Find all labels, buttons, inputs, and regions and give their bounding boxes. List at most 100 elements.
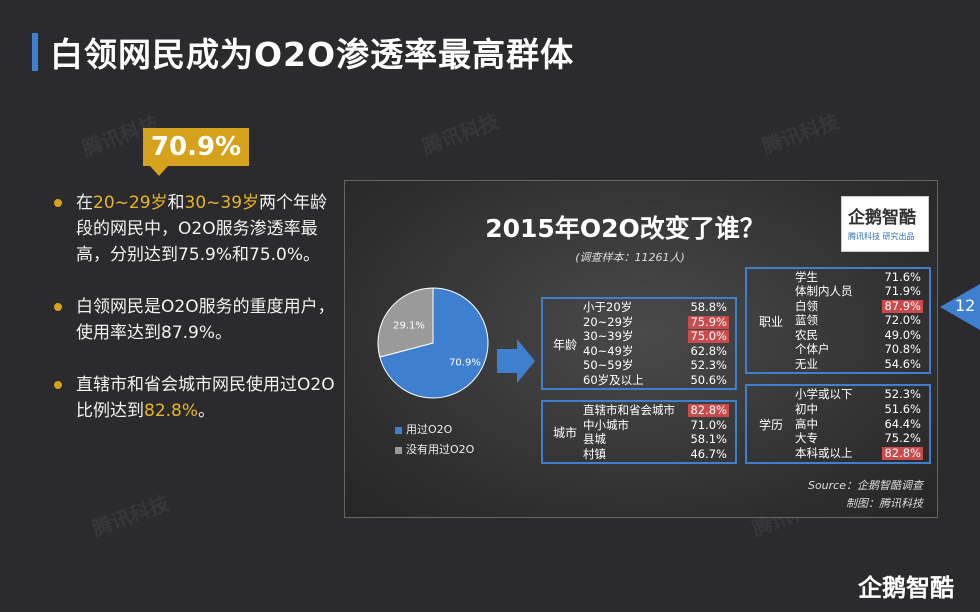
- bullet-item: 在20~29岁和30~39岁两个年龄段的网民中，O2O服务渗透率最高，分别达到7…: [52, 190, 342, 268]
- row-value: 62.8%: [690, 343, 727, 358]
- table-row: 县城 58.1%: [583, 433, 729, 446]
- row-value: 52.3%: [884, 387, 921, 401]
- category-label: 职业: [759, 314, 784, 329]
- title-accent-bar: [32, 33, 38, 71]
- category-table: 学历 小学或以下 52.3% 初中 51.6% 高中 64.4% 大专 75.2% 本科或以上 82…: [745, 384, 931, 464]
- row-value: 54.6%: [884, 356, 921, 371]
- row-label: 本科或以上: [795, 446, 853, 461]
- row-value: 58.8%: [690, 300, 727, 314]
- legend-item: 用过O2O: [395, 421, 452, 437]
- logo-subtext: 腾讯科技 研究出品: [848, 232, 915, 241]
- row-value: 75.2%: [884, 431, 921, 446]
- row-value: 82.8%: [688, 403, 729, 417]
- row-label: 无业: [795, 356, 818, 371]
- category-label: 学历: [759, 418, 784, 432]
- chart-panel: 2015年O2O改变了谁？ (调查样本：11261人) 企鹅智酷 腾讯科技 研究…: [344, 180, 938, 518]
- row-label: 初中: [795, 401, 818, 416]
- row-value: 50.6%: [690, 372, 727, 387]
- row-value: 49.0%: [884, 327, 921, 342]
- row-label: 小于20岁: [583, 300, 633, 314]
- table-row: 中小城市 71.0%: [583, 417, 729, 432]
- bullet-dot-icon: [54, 199, 62, 207]
- row-label: 蓝领: [795, 313, 818, 328]
- table-row: 个体户 70.8%: [795, 343, 923, 356]
- category-label: 年龄: [553, 337, 578, 352]
- table-row: 无业 54.6%: [795, 356, 923, 371]
- table-row: 蓝领 72.0%: [795, 314, 923, 327]
- table-row: 小学或以下 52.3%: [795, 388, 923, 401]
- page-number: 12: [955, 296, 976, 315]
- badge-pointer: [150, 166, 168, 176]
- row-label: 直辖市和省会城市: [583, 403, 675, 417]
- bullet-dot-icon: [54, 381, 62, 389]
- row-label: 60岁及以上: [583, 372, 644, 387]
- row-value: 70.8%: [884, 342, 921, 357]
- row-label: 村镇: [583, 446, 606, 461]
- table-row: 40~49岁 62.8%: [583, 343, 729, 358]
- row-value: 71.9%: [884, 284, 921, 299]
- legend-label: 没有用过O2O: [406, 443, 475, 456]
- legend-swatch: [395, 446, 402, 454]
- pie-slice-label: 29.1%: [393, 321, 425, 332]
- row-label: 40~49岁: [583, 343, 634, 358]
- category-table: 城市 直辖市和省会城市 82.8% 中小城市 71.0% 县城 58.1% 村镇 46.7%: [541, 400, 737, 464]
- table-row: 体制内人员 71.9%: [795, 285, 923, 298]
- pie-slice: [379, 287, 489, 399]
- bullet-item: 直辖市和省会城市网民使用过O2O比例达到82.8%。: [52, 372, 342, 424]
- row-label: 小学或以下: [795, 387, 853, 401]
- table-row: 白领 87.9%: [795, 298, 923, 313]
- table-row: 农民 49.0%: [795, 327, 923, 342]
- brand-logo-card: 企鹅智酷 腾讯科技 研究出品: [841, 196, 929, 252]
- category-label: 城市: [553, 426, 578, 440]
- row-label: 30~39岁: [583, 329, 634, 343]
- row-value: 51.6%: [884, 401, 921, 416]
- row-label: 白领: [795, 298, 818, 313]
- source-note: Source：企鹅智酷调查: [807, 479, 923, 492]
- watermark: 腾讯科技: [758, 108, 843, 159]
- row-label: 县城: [583, 432, 606, 446]
- row-value: 75.9%: [688, 314, 729, 329]
- logo-text: 企鹅智酷: [848, 208, 916, 228]
- row-label: 高中: [795, 416, 818, 431]
- pie-chart: 70.9% 29.1%: [377, 287, 535, 399]
- highlight-text: 20~29岁: [93, 193, 168, 213]
- table-row: 村镇 46.7%: [583, 446, 729, 461]
- chart-subtitle: (调查样本：11261人): [575, 251, 685, 264]
- row-value: 64.4%: [884, 416, 921, 431]
- page-number-tab: [940, 284, 980, 330]
- bullet-text: 直辖市和省会城市网民使用过O2O比例达到: [76, 375, 335, 421]
- row-label: 中小城市: [583, 417, 629, 432]
- row-value: 75.0%: [688, 329, 729, 343]
- row-value: 46.7%: [690, 446, 727, 461]
- category-table: 年龄 小于20岁 58.8% 20~29岁 75.9% 30~39岁 75.0% 40~49岁…: [541, 297, 737, 390]
- bullet-dot-icon: [54, 303, 62, 311]
- row-value: 58.1%: [690, 432, 727, 446]
- highlight-text: 82.8%: [144, 401, 199, 421]
- row-label: 体制内人员: [795, 284, 853, 299]
- bullet-text: 在: [76, 193, 93, 213]
- table-row: 大专 75.2%: [795, 432, 923, 445]
- bullet-list: 在20~29岁和30~39岁两个年龄段的网民中，O2O服务渗透率最高，分别达到7…: [52, 190, 342, 450]
- pie-slice: [377, 287, 434, 358]
- row-value: 82.8%: [882, 446, 923, 461]
- watermark: 腾讯科技: [418, 108, 503, 159]
- row-label: 农民: [795, 327, 818, 342]
- row-value: 71.6%: [884, 270, 921, 284]
- row-label: 大专: [795, 431, 818, 446]
- row-value: 71.0%: [690, 417, 727, 432]
- chart-title: 2015年O2O改变了谁？: [485, 214, 765, 243]
- bullet-text: 和: [167, 193, 185, 213]
- highlight-text: 30~39岁: [184, 193, 260, 213]
- row-value: 87.9%: [882, 298, 923, 313]
- row-label: 20~29岁: [583, 314, 634, 329]
- table-row: 60岁及以上 50.6%: [583, 372, 729, 387]
- table-row: 20~29岁 75.9%: [583, 314, 729, 329]
- legend-label: 用过O2O: [406, 423, 453, 436]
- row-value: 52.3%: [690, 358, 727, 372]
- arrow-icon: [497, 339, 535, 383]
- page-title: 白领网民成为O2O渗透率最高群体: [50, 35, 575, 74]
- watermark: 腾讯科技: [88, 490, 173, 541]
- footer-logo: 企鹅智酷: [858, 574, 954, 602]
- legend-swatch: [395, 426, 402, 434]
- row-label: 个体户: [795, 342, 830, 357]
